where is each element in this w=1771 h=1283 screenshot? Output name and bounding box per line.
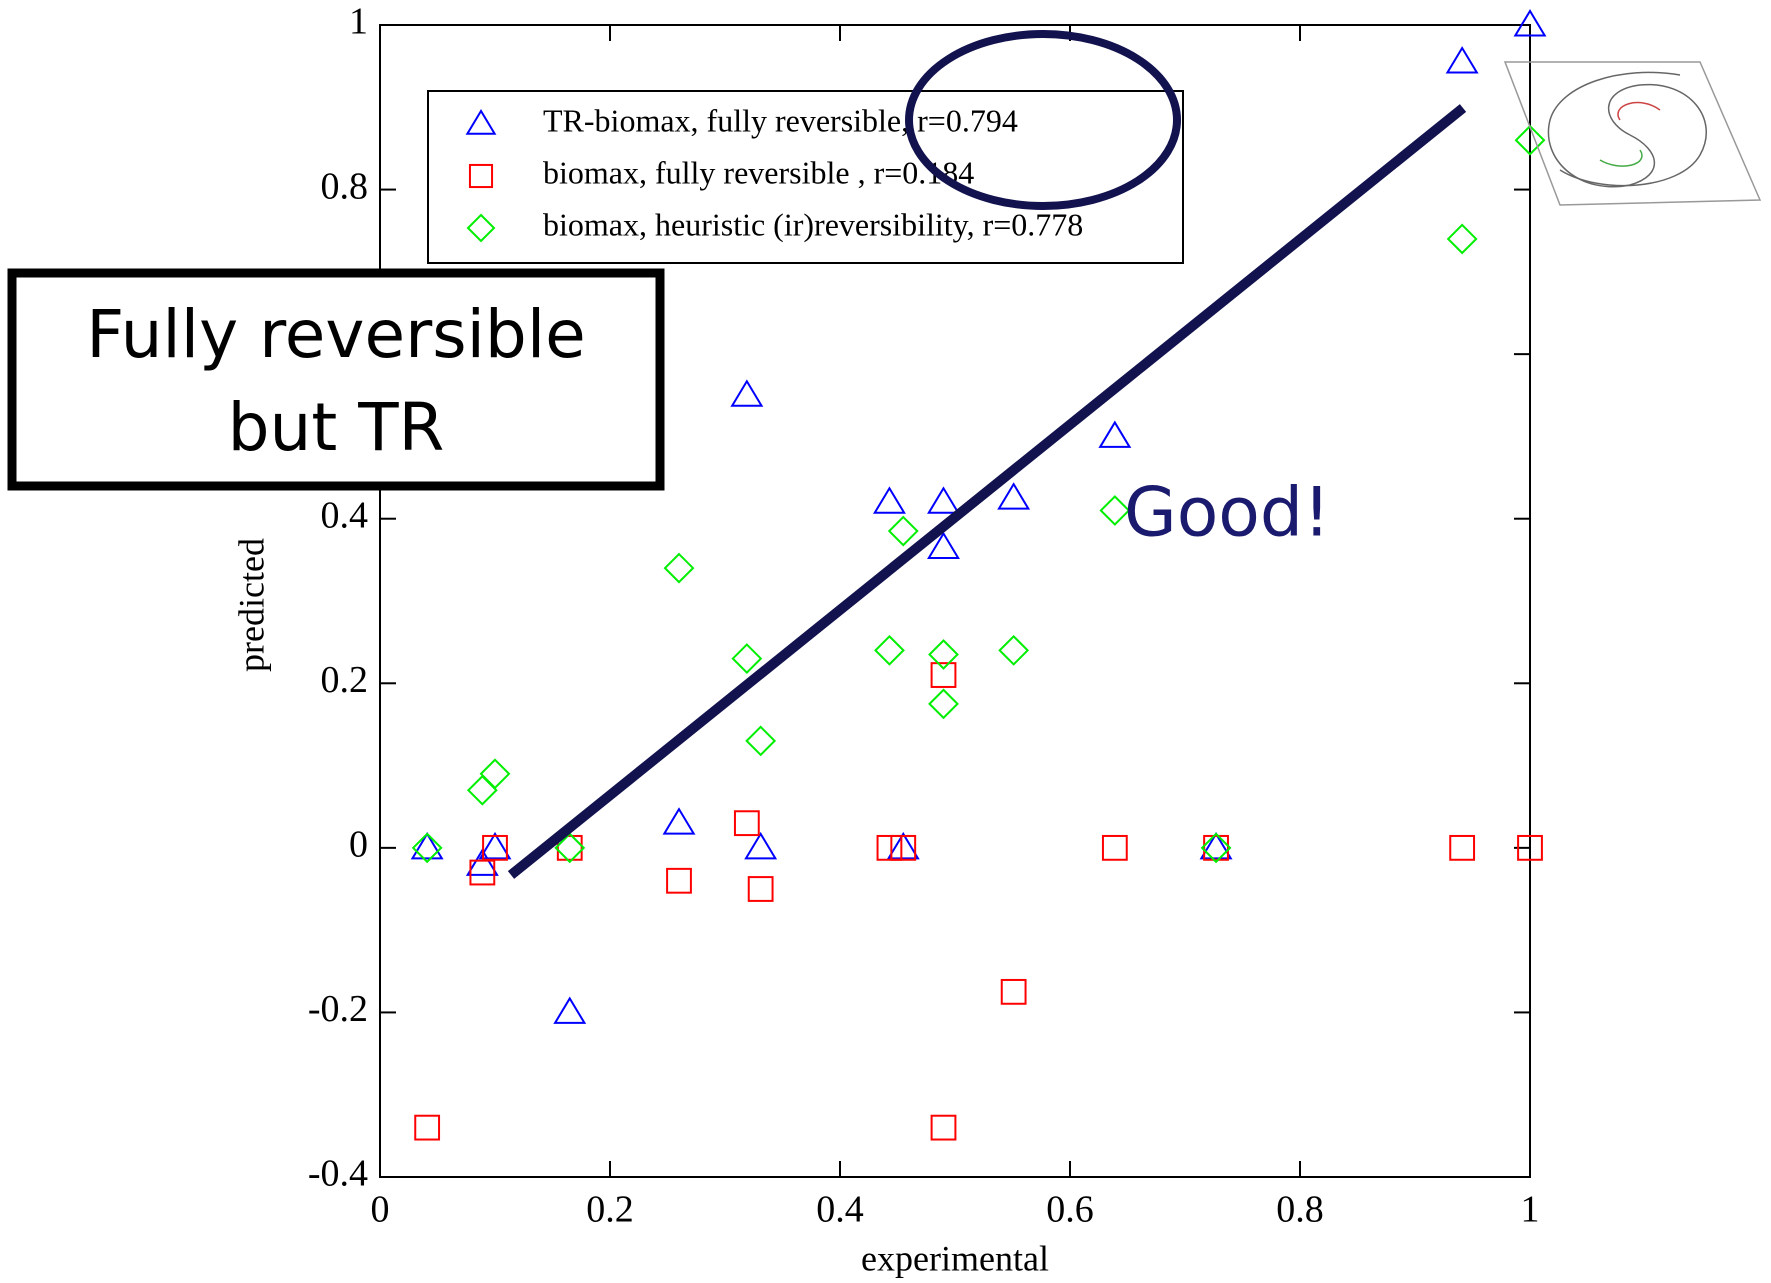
x-axis-label: experimental [861, 1238, 1049, 1278]
triangle-marker [927, 486, 960, 514]
x-tick-label: 1 [1521, 1189, 1540, 1231]
legend-box [427, 90, 1184, 264]
x-tick-label: 0.2 [586, 1189, 634, 1231]
square-marker [1101, 834, 1128, 861]
diamond-marker [479, 758, 511, 790]
diamond-marker [1446, 223, 1478, 255]
x-tick-label: 0.4 [816, 1189, 864, 1231]
square-marker [666, 867, 692, 894]
diamond-marker [1514, 124, 1546, 156]
y-tick-label: 0.4 [321, 494, 369, 536]
diamond-marker [998, 634, 1030, 666]
square-marker [482, 834, 508, 861]
triangle-marker [730, 379, 764, 407]
diamond-marker [1200, 832, 1232, 864]
y-axis-label: predicted [231, 538, 271, 672]
legend-label: TR-biomax, fully reversible, r=0.794 [543, 102, 1018, 138]
marks: 00.20.40.60.81-0.4-0.200.20.40.60.81 [308, 1, 1547, 1231]
triangle-marker [886, 831, 920, 860]
legend: TR-biomax, fully reversible, r=0.794 biom… [427, 90, 1184, 264]
annotation-text: Good! [1124, 474, 1330, 553]
triangle-marker [744, 831, 778, 860]
triangle-marker [465, 848, 499, 876]
y-tick-label: 0 [349, 824, 368, 866]
square-marker [930, 662, 957, 688]
square-marker [1000, 978, 1027, 1005]
diamond-marker [874, 634, 905, 666]
square-marker [468, 163, 494, 189]
y-tick-label: 0.2 [321, 659, 369, 701]
square-marker [930, 1114, 957, 1141]
triangle-marker [478, 831, 512, 860]
square-marker [747, 876, 774, 902]
y-tick-label: 0.8 [321, 165, 369, 207]
y-tick-label: -0.2 [308, 988, 368, 1030]
diamond-marker [928, 639, 959, 670]
square-marker [556, 834, 583, 861]
triangle-marker [553, 996, 587, 1024]
diamond-marker [887, 515, 919, 547]
diamond-marker [663, 552, 695, 584]
triangle-marker [410, 831, 444, 860]
annotation-text: but TR [228, 389, 445, 466]
diamond-marker [1099, 495, 1131, 526]
y-tick-label: -0.4 [308, 1153, 368, 1195]
triangle-marker [1445, 46, 1479, 74]
plot-frame [379, 24, 1531, 1178]
annotation-box [7, 268, 665, 491]
legend-label: biomax, heuristic (ir)reversibility, r=0… [543, 206, 1083, 242]
diamond-marker [928, 688, 959, 720]
highlight-ellipse [905, 30, 1181, 210]
square-marker [1517, 834, 1543, 861]
square-marker [733, 810, 760, 837]
triangle-marker [1513, 9, 1547, 37]
annotation-text: Fully reversible [86, 296, 586, 373]
triangle-marker [1098, 420, 1132, 448]
triangle-marker [872, 486, 906, 514]
triangle-marker [662, 807, 696, 835]
triangle-marker [1199, 831, 1233, 860]
legend-label: biomax, fully reversible , r=0.184 [543, 154, 974, 190]
square-marker [414, 1114, 441, 1141]
x-tick-label: 0 [371, 1189, 390, 1231]
diamond-marker [466, 774, 498, 806]
square-marker [1203, 834, 1229, 861]
diamond-marker [466, 213, 496, 243]
galaxy-icon [1503, 61, 1762, 206]
triangle-marker [465, 109, 497, 135]
square-marker [876, 834, 903, 861]
trend-line [507, 104, 1467, 879]
x-tick-label: 0.8 [1276, 1189, 1324, 1231]
diamond-marker [745, 725, 777, 757]
y-tick-label: 1 [349, 1, 368, 43]
diamond-marker [411, 832, 443, 864]
overlay: Fully reversible but TR Good! [7, 30, 1762, 879]
triangle-marker [997, 482, 1031, 510]
x-tick-label: 0.6 [1046, 1189, 1094, 1231]
square-marker [890, 834, 917, 861]
diamond-marker [731, 643, 763, 675]
diamond-marker [554, 832, 586, 864]
triangle-marker [927, 531, 960, 560]
square-marker [1449, 834, 1476, 861]
